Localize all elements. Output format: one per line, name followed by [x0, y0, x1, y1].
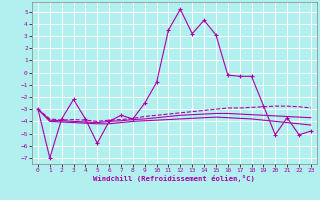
X-axis label: Windchill (Refroidissement éolien,°C): Windchill (Refroidissement éolien,°C)	[93, 175, 255, 182]
